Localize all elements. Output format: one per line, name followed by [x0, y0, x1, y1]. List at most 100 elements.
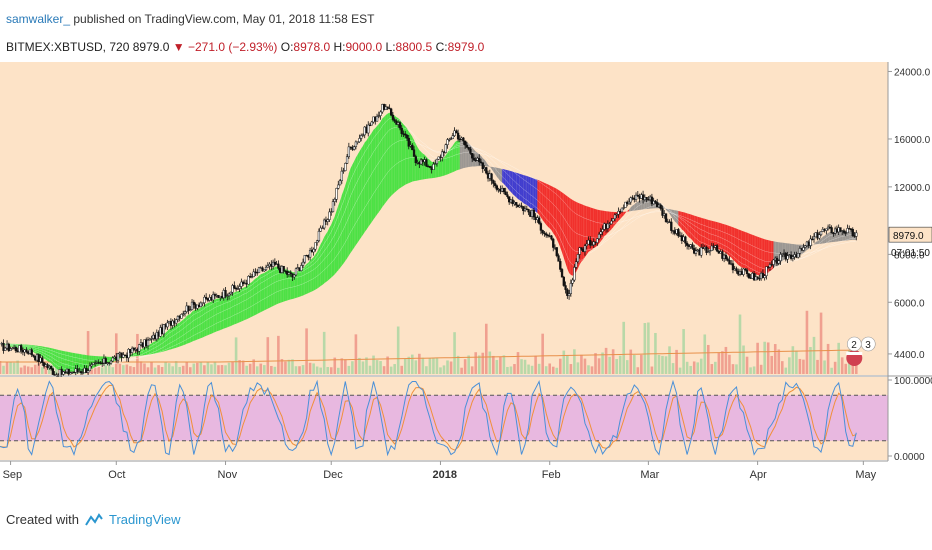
ema-ribbon-segment — [315, 251, 318, 290]
volume-bar — [777, 349, 781, 374]
ema-ribbon-segment — [648, 198, 651, 209]
ema-ribbon-segment — [516, 172, 518, 199]
volume-bar — [336, 367, 340, 374]
candle-body — [763, 275, 766, 278]
volume-bar — [558, 358, 562, 374]
ema-ribbon-segment — [676, 210, 679, 226]
ema-ribbon-segment — [537, 179, 540, 215]
ema-ribbon-segment — [294, 271, 296, 299]
ema-ribbon-segment — [629, 207, 631, 212]
volume-bar — [668, 346, 671, 374]
event-badge-count: 3 — [865, 340, 871, 351]
price-axis[interactable]: 24000.0 16000.0 12000.0 8000.0 6000.0 4400.0 — [888, 67, 931, 361]
ema-ribbon-segment — [179, 321, 182, 347]
volume-bar — [227, 362, 231, 374]
volume-bar — [375, 360, 379, 374]
volume-bar — [728, 354, 731, 374]
price-chart[interactable]: 24000.016000.012000.08000.06000.04400.0 … — [0, 62, 932, 492]
ema-ribbon-segment — [428, 158, 430, 179]
candle-body — [64, 371, 67, 373]
ema-ribbon-segment — [229, 295, 231, 327]
ema-ribbon-segment — [459, 139, 462, 170]
ema-ribbon-segment — [419, 150, 422, 181]
ema-ribbon-segment — [791, 243, 793, 259]
event-badge-circle — [860, 336, 876, 352]
candle-body — [472, 157, 476, 161]
volume-bar — [548, 363, 552, 374]
ema-ribbon-segment — [727, 225, 730, 257]
volume-bar — [675, 349, 678, 374]
ema-ribbon-segment — [533, 178, 536, 212]
volume-bar — [509, 366, 513, 374]
ema-ribbon-segment — [311, 257, 314, 292]
candle-body — [437, 156, 440, 160]
ema-ribbon-segment — [814, 241, 816, 245]
price-tick-label: 6000.0 — [894, 298, 925, 309]
ema-ribbon-segment — [271, 267, 274, 307]
ema-ribbon-segment — [278, 266, 281, 304]
ema-ribbon-segment — [569, 197, 571, 275]
ema-ribbon-segment — [107, 356, 110, 364]
volume-bar — [551, 366, 555, 374]
stoch-axis[interactable]: 100.0000 0.0000 — [888, 376, 932, 463]
time-axis[interactable]: Sep Oct Nov Dec 2018 Feb Mar Apr May — [3, 461, 877, 481]
candle-body — [148, 338, 151, 341]
candle-body — [361, 134, 365, 136]
candle-body — [183, 311, 187, 315]
candle-body — [809, 238, 812, 246]
volume-bar — [37, 363, 41, 374]
volume-bar — [262, 365, 266, 374]
ema-ribbon-segment — [280, 267, 282, 303]
ema-ribbon-segment — [269, 268, 272, 308]
ema-ribbon-segment — [320, 241, 323, 287]
candle-body — [175, 319, 178, 324]
ema-ribbon-segment — [183, 318, 185, 346]
ema-ribbon-segment — [789, 243, 792, 259]
ema-ribbon-segment — [754, 235, 756, 275]
candle-body — [839, 227, 842, 232]
time-tick-label: Mar — [640, 469, 659, 481]
candle-body — [564, 285, 567, 290]
candle-body — [204, 296, 208, 299]
volume-bar — [530, 365, 534, 374]
candle-body — [391, 114, 395, 120]
candle-body — [627, 201, 631, 205]
price-pane-background[interactable] — [0, 62, 888, 375]
volume-bar — [629, 349, 633, 374]
ema-ribbon-segment — [514, 172, 517, 198]
volume-bar — [210, 364, 213, 374]
ema-ribbon-segment — [285, 268, 288, 301]
candle-body — [435, 158, 439, 164]
ema-ribbon-segment — [177, 322, 180, 348]
volume-bar — [506, 366, 509, 374]
ema-ribbon-segment — [817, 240, 820, 245]
candle-body — [367, 124, 370, 134]
tradingview-brand-link[interactable]: TradingView — [108, 512, 181, 527]
ema-ribbon-segment — [708, 219, 711, 250]
volume-bar — [738, 314, 742, 374]
candle-body — [557, 255, 560, 262]
volume-bar — [752, 366, 756, 374]
candle-body — [846, 228, 849, 234]
volume-bar — [238, 360, 241, 374]
ema-ribbon-segment — [394, 115, 397, 193]
volume-bar — [157, 365, 160, 374]
time-tick-label: Oct — [108, 469, 125, 481]
volume-bar — [795, 350, 798, 374]
ema-ribbon-segment — [176, 323, 178, 348]
candle-body — [463, 140, 467, 146]
candle-body — [233, 285, 236, 289]
volume-bar — [287, 359, 291, 374]
ema-ribbon-segment — [547, 184, 550, 229]
ema-ribbon-segment — [331, 220, 333, 278]
symbol-label[interactable]: BITMEX:XBTUSD, 720 — [6, 40, 130, 54]
author-link[interactable]: samwalker_ — [6, 12, 71, 26]
candle-body — [756, 276, 759, 279]
ema-ribbon-segment — [463, 140, 466, 169]
tradingview-logo-icon[interactable] — [85, 512, 103, 527]
candle-body — [608, 223, 611, 225]
volume-bar — [657, 354, 661, 374]
ema-ribbon-segment — [630, 205, 633, 212]
ema-ribbon-segment — [371, 129, 374, 222]
